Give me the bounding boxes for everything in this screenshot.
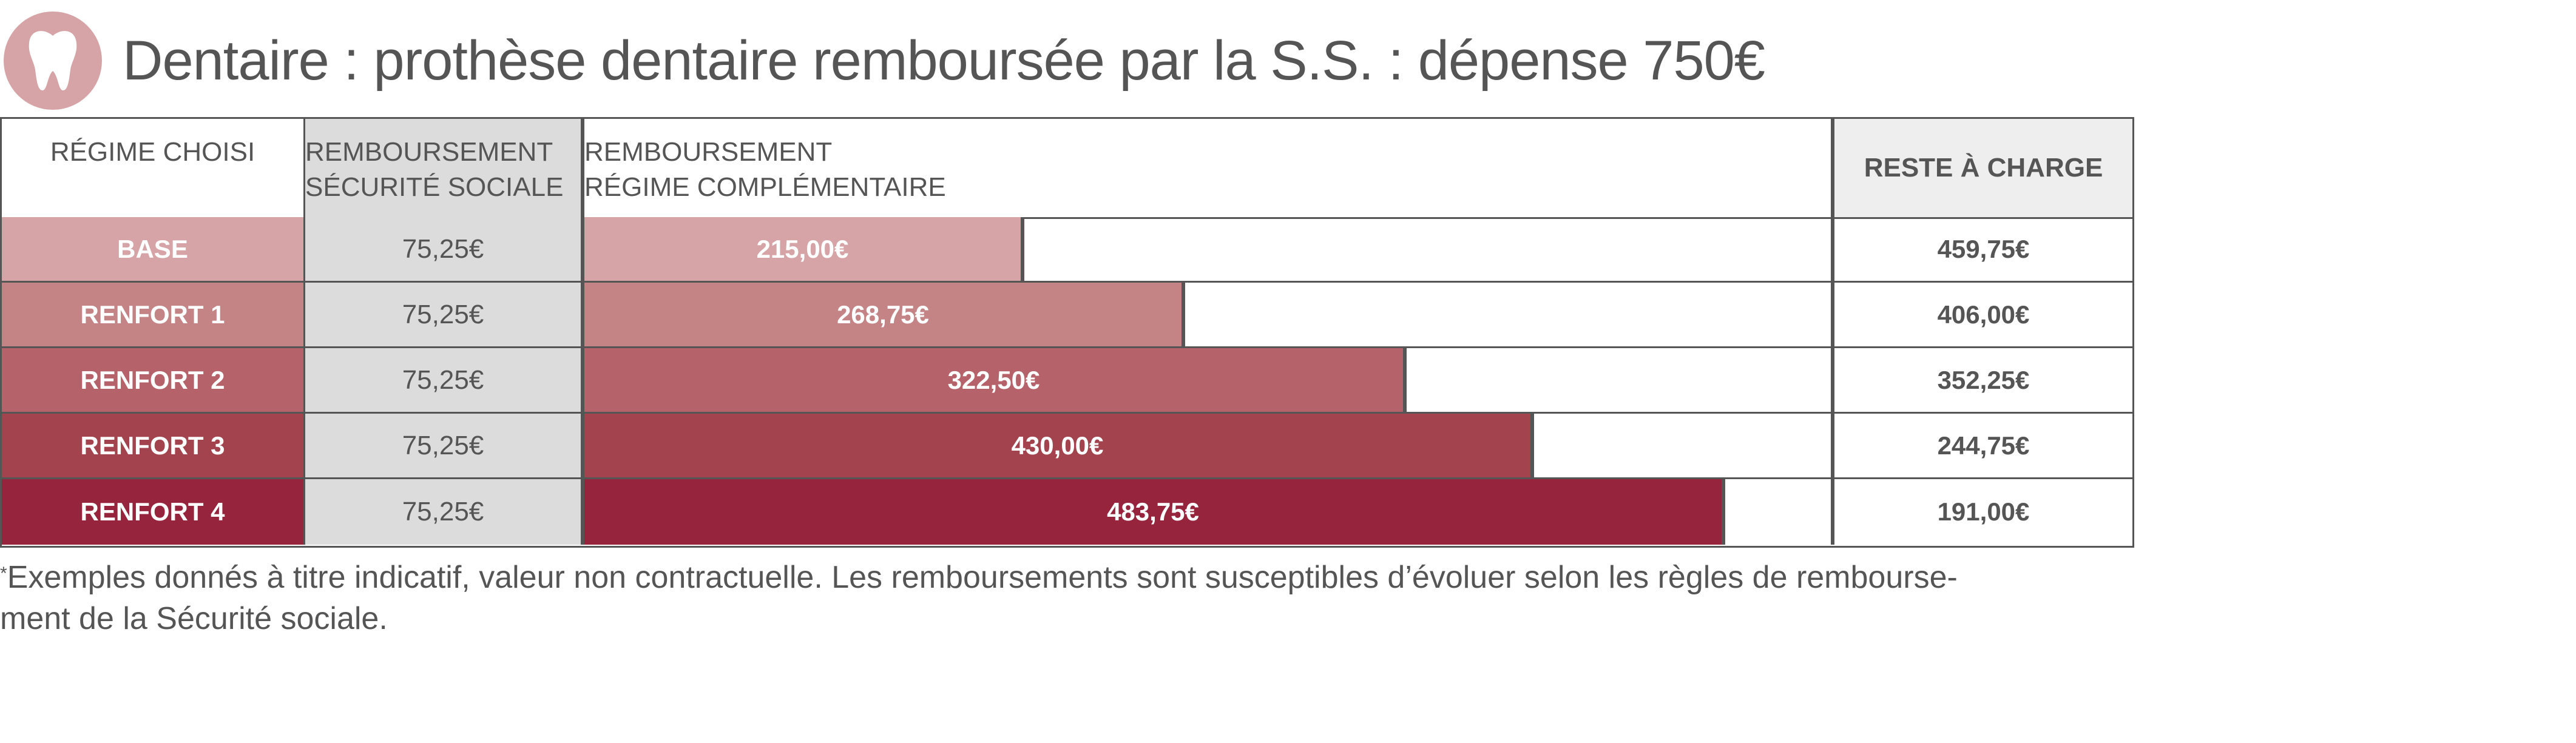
row-ss-value: 75,25€ xyxy=(303,217,584,281)
table-row: BASE 75,25€ 215,00€ 459,75€ xyxy=(2,217,2132,283)
table-row: RENFORT 2 75,25€ 322,50€ 352,25€ xyxy=(2,348,2132,414)
row-complementaire: 430,00€ xyxy=(584,414,1831,477)
tooth-badge xyxy=(4,12,102,110)
row-regime-label: RENFORT 1 xyxy=(2,283,303,346)
row-reste-value: 459,75€ xyxy=(1831,217,2132,281)
footnote-line1: Exemples donnés à titre indicatif, valeu… xyxy=(7,560,1958,595)
bar-value-label: 215,00€ xyxy=(756,234,849,263)
header-regime-label: RÉGIME CHOISI xyxy=(50,137,255,167)
complementaire-bar: 215,00€ xyxy=(584,217,1024,281)
row-regime-label: RENFORT 3 xyxy=(2,414,303,477)
table-row: RENFORT 4 75,25€ 483,75€ 191,00€ xyxy=(2,479,2132,545)
bar-value-label: 430,00€ xyxy=(1011,431,1104,460)
header-ss: REMBOURSEMENT SÉCURITÉ SOCIALE xyxy=(303,119,584,217)
reimbursement-table: RÉGIME CHOISI REMBOURSEMENT SÉCURITÉ SOC… xyxy=(0,117,2134,548)
header-comp-line2: RÉGIME COMPLÉMENTAIRE xyxy=(584,172,946,202)
header-comp-line1: REMBOURSEMENT xyxy=(584,137,833,167)
header-reste: RESTE À CHARGE xyxy=(1831,119,2132,217)
complementaire-bar: 268,75€ xyxy=(584,283,1185,346)
row-ss-value: 75,25€ xyxy=(303,414,584,477)
row-reste-value: 352,25€ xyxy=(1831,348,2132,412)
row-regime-label: RENFORT 2 xyxy=(2,348,303,412)
row-complementaire: 483,75€ xyxy=(584,479,1831,545)
table-row: RENFORT 1 75,25€ 268,75€ 406,00€ xyxy=(2,283,2132,348)
row-regime-label: BASE xyxy=(2,217,303,281)
footnote: *Exemples donnés à titre indicatif, vale… xyxy=(0,557,2112,639)
footnote-line2: ment de la Sécurité sociale. xyxy=(0,601,388,636)
row-reste-value: 244,75€ xyxy=(1831,414,2132,477)
header-ss-line1: REMBOURSEMENT xyxy=(305,137,553,167)
table-header-row: RÉGIME CHOISI REMBOURSEMENT SÉCURITÉ SOC… xyxy=(2,119,2132,219)
complementaire-bar: 483,75€ xyxy=(584,479,1725,545)
row-regime-label: RENFORT 4 xyxy=(2,479,303,545)
row-reste-value: 406,00€ xyxy=(1831,283,2132,346)
row-complementaire: 215,00€ xyxy=(584,217,1831,281)
bar-value-label: 268,75€ xyxy=(837,300,929,329)
page-header: Dentaire : prothèse dentaire remboursée … xyxy=(4,12,1765,110)
row-reste-value: 191,00€ xyxy=(1831,479,2132,545)
bar-value-label: 483,75€ xyxy=(1107,497,1199,526)
complementaire-bar: 322,50€ xyxy=(584,348,1407,412)
complementaire-bar: 430,00€ xyxy=(584,414,1534,477)
header-regime: RÉGIME CHOISI xyxy=(2,119,303,217)
page-title: Dentaire : prothèse dentaire remboursée … xyxy=(123,29,1765,92)
row-ss-value: 75,25€ xyxy=(303,348,584,412)
header-complementaire: REMBOURSEMENT RÉGIME COMPLÉMENTAIRE xyxy=(584,119,1831,217)
row-ss-value: 75,25€ xyxy=(303,479,584,545)
table-row: RENFORT 3 75,25€ 430,00€ 244,75€ xyxy=(2,414,2132,479)
row-complementaire: 322,50€ xyxy=(584,348,1831,412)
tooth-icon xyxy=(29,31,77,90)
footnote-mark: * xyxy=(0,563,7,583)
header-ss-line2: SÉCURITÉ SOCIALE xyxy=(305,172,564,202)
bar-value-label: 322,50€ xyxy=(947,365,1040,394)
header-reste-label: RESTE À CHARGE xyxy=(1864,153,2103,183)
row-ss-value: 75,25€ xyxy=(303,283,584,346)
row-complementaire: 268,75€ xyxy=(584,283,1831,346)
